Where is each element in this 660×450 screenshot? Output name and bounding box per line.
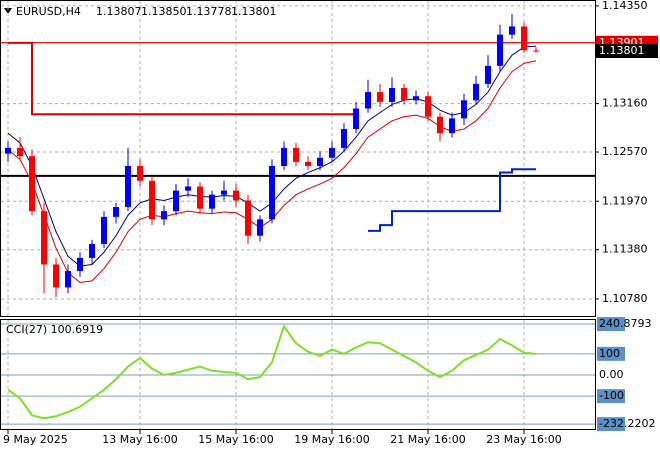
candle-body: [233, 190, 239, 201]
candle-body: [401, 88, 407, 101]
candle-body: [257, 219, 263, 236]
last-price-label: 1.13801: [599, 44, 645, 57]
last-price-tag: [596, 43, 658, 58]
candle-body: [305, 161, 311, 166]
indicator-line: [368, 168, 536, 232]
candle-body: [5, 147, 11, 154]
candle-body: [521, 26, 527, 51]
tick-box: [597, 417, 625, 432]
candle-body: [461, 100, 467, 119]
candle-body: [329, 147, 335, 158]
candle-body: [17, 147, 23, 157]
candle-body: [377, 92, 383, 102]
candle-body: [473, 83, 479, 101]
quote-high: 1.13850: [141, 5, 187, 18]
candle-body: [29, 156, 35, 212]
candle-body: [353, 108, 359, 130]
y-tick-label: -100: [599, 389, 624, 402]
candle-body: [437, 116, 443, 134]
tick-box: [597, 317, 625, 332]
y-tick-label: 1.14350: [602, 0, 648, 12]
candle-body: [185, 186, 191, 191]
y-tick-label: -232.2202: [599, 417, 655, 430]
y-tick-label: 1.12570: [602, 145, 648, 158]
candle-body: [341, 129, 347, 148]
candle-body: [497, 34, 503, 66]
y-tick-label: 1.11380: [602, 243, 648, 256]
candle-body: [413, 96, 419, 101]
cci-line: [7, 324, 537, 420]
quote-open: 1.13807: [96, 5, 142, 18]
candle-body: [137, 165, 143, 181]
candle-body: [365, 92, 371, 109]
candle-body: [245, 200, 251, 236]
x-tick-label: 23 May 16:00: [486, 433, 561, 446]
candle-body: [293, 147, 299, 162]
candle-body: [149, 180, 155, 220]
symbol: EURUSD,H4: [16, 5, 81, 18]
y-tick-label: 0.00: [599, 368, 624, 381]
candle-body: [125, 165, 131, 208]
quote-close: 1.13801: [231, 5, 277, 18]
candle-body: [173, 190, 179, 212]
candle-body: [113, 207, 119, 217]
candle-body: [221, 190, 227, 195]
candle-body: [485, 65, 491, 84]
candle-body: [389, 88, 395, 102]
y-tick-label: 1.13160: [602, 97, 648, 110]
candle-body: [425, 96, 431, 117]
x-tick-label: 21 May 16:00: [390, 433, 465, 446]
candle-body: [317, 157, 323, 166]
x-tick-label: 19 May 16:00: [294, 433, 369, 446]
y-tick-label: 100: [599, 347, 620, 360]
candle-body: [101, 216, 107, 244]
y-tick-label: 240.8793: [599, 317, 652, 330]
tick-box: [597, 389, 625, 404]
candle-body: [281, 147, 287, 166]
candle-body: [269, 165, 275, 220]
candle-body: [41, 211, 47, 265]
candle-body: [449, 118, 455, 134]
y-tick-label: 1.11970: [602, 194, 648, 207]
candle-body: [161, 211, 167, 220]
candle-body: [533, 50, 539, 52]
candle-body: [89, 243, 95, 258]
x-tick-label: 13 May 16:00: [102, 433, 177, 446]
x-tick-label: 15 May 16:00: [198, 433, 273, 446]
cci-title: CCI(27) 100.6919: [6, 323, 103, 336]
candle-body: [209, 194, 215, 209]
symbol-arrow: [4, 8, 12, 14]
x-tick-label: 9 May 2025: [3, 433, 68, 446]
candle-body: [509, 26, 515, 35]
candle-body: [197, 186, 203, 209]
y-tick-label: 1.10780: [602, 292, 648, 305]
candle-body: [53, 264, 59, 288]
candle-body: [77, 257, 83, 272]
indicator-line: [8, 41, 356, 116]
quote-low: 1.13778: [186, 5, 232, 18]
tick-box: [597, 346, 625, 361]
candle-body: [65, 271, 71, 288]
